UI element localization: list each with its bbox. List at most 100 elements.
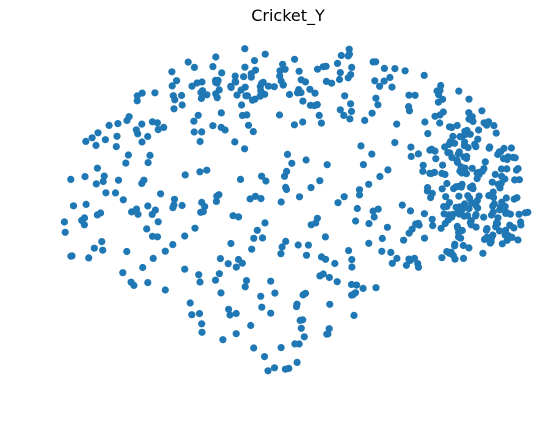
scatter-point: [414, 263, 423, 271]
scatter-point: [244, 121, 253, 129]
scatter-point: [480, 165, 488, 173]
scatter-point: [178, 201, 186, 210]
scatter-point: [317, 253, 326, 261]
scatter-point: [241, 283, 249, 291]
scatter-point: [291, 55, 299, 63]
scatter-point: [198, 198, 206, 206]
scatter-point: [391, 139, 399, 147]
scatter-point: [184, 58, 192, 66]
scatter-point: [299, 97, 307, 105]
scatter-point: [344, 74, 352, 82]
scatter-point: [212, 197, 220, 205]
scatter-point: [492, 129, 500, 137]
scatter-point: [124, 151, 132, 159]
scatter-point: [483, 121, 491, 129]
scatter-point: [196, 278, 204, 286]
scatter-point: [467, 217, 475, 225]
scatter-point: [313, 214, 321, 222]
scatter-point: [436, 86, 444, 94]
scatter-point: [294, 241, 302, 249]
scatter-point: [500, 144, 508, 152]
scatter-point: [181, 265, 189, 273]
scatter-point: [293, 358, 301, 366]
scatter-point: [297, 89, 305, 97]
scatter-point: [420, 234, 429, 242]
scatter-point: [139, 263, 147, 272]
scatter-point: [323, 161, 331, 169]
scatter-point: [251, 66, 260, 74]
scatter-point: [218, 69, 226, 77]
scatter-point: [474, 135, 482, 143]
scatter-point: [61, 228, 69, 236]
scatter-point: [326, 300, 334, 308]
scatter-point: [307, 221, 315, 229]
scatter-point: [214, 76, 222, 84]
scatter-point: [233, 91, 241, 99]
scatter-point: [193, 79, 201, 87]
scatter-point: [154, 126, 162, 134]
scatter-point: [258, 303, 266, 311]
scatter-point: [306, 101, 314, 109]
scatter-point: [119, 196, 127, 204]
scatter-point: [111, 189, 120, 197]
scatter-point: [217, 109, 225, 117]
scatter-point: [501, 202, 509, 211]
scatter-point: [217, 289, 225, 297]
scatter-point: [376, 82, 384, 90]
scatter-point: [472, 143, 480, 151]
scatter-point: [231, 138, 239, 146]
scatter-point: [393, 254, 401, 262]
scatter-point: [489, 202, 497, 210]
scatter-point: [370, 213, 378, 221]
scatter-point: [299, 316, 307, 324]
scatter-point: [317, 119, 325, 127]
scatter-point: [513, 194, 521, 202]
scatter-point: [456, 167, 464, 175]
scatter-point: [196, 137, 204, 146]
scatter-point: [365, 239, 373, 247]
scatter-point: [497, 165, 505, 173]
scatter-point: [181, 232, 189, 240]
scatter-point: [236, 175, 245, 183]
scatter-point: [391, 65, 399, 73]
scatter-point: [448, 123, 456, 131]
scatter-point: [250, 344, 258, 352]
scatter-point: [463, 152, 471, 161]
scatter-point: [178, 91, 186, 100]
scatter-point: [388, 83, 396, 91]
scatter-point: [483, 233, 491, 241]
scatter-point: [315, 111, 323, 119]
scatter-point: [438, 185, 446, 193]
scatter-point: [441, 143, 449, 151]
scatter-point: [335, 75, 344, 84]
scatter-point: [144, 202, 152, 210]
scatter-point: [157, 190, 165, 198]
scatter-point: [378, 234, 386, 243]
scatter-point: [138, 138, 146, 146]
scatter-point: [482, 226, 490, 234]
scatter-point: [432, 155, 440, 163]
scatter-point: [243, 92, 251, 100]
scatter-point: [424, 130, 432, 138]
scatter-point: [181, 171, 189, 179]
scatter-point: [170, 201, 178, 209]
scatter-point: [232, 263, 240, 271]
scatter-point: [300, 333, 308, 341]
scatter-point: [282, 185, 291, 194]
scatter-point: [334, 199, 342, 207]
scatter-point: [316, 177, 324, 185]
scatter-point: [144, 279, 152, 287]
scatter-point: [446, 149, 454, 157]
scatter-point: [203, 166, 211, 174]
scatter-point: [325, 325, 333, 333]
scatter-point: [270, 83, 278, 91]
scatter-point: [348, 63, 356, 71]
scatter-point: [384, 166, 392, 174]
scatter-point: [486, 239, 494, 247]
scatter-point: [125, 113, 133, 121]
scatter-point: [333, 278, 341, 286]
scatter-point: [316, 272, 324, 280]
scatter-point: [331, 259, 339, 268]
scatter-point: [436, 111, 444, 119]
scatter-point: [258, 172, 266, 180]
